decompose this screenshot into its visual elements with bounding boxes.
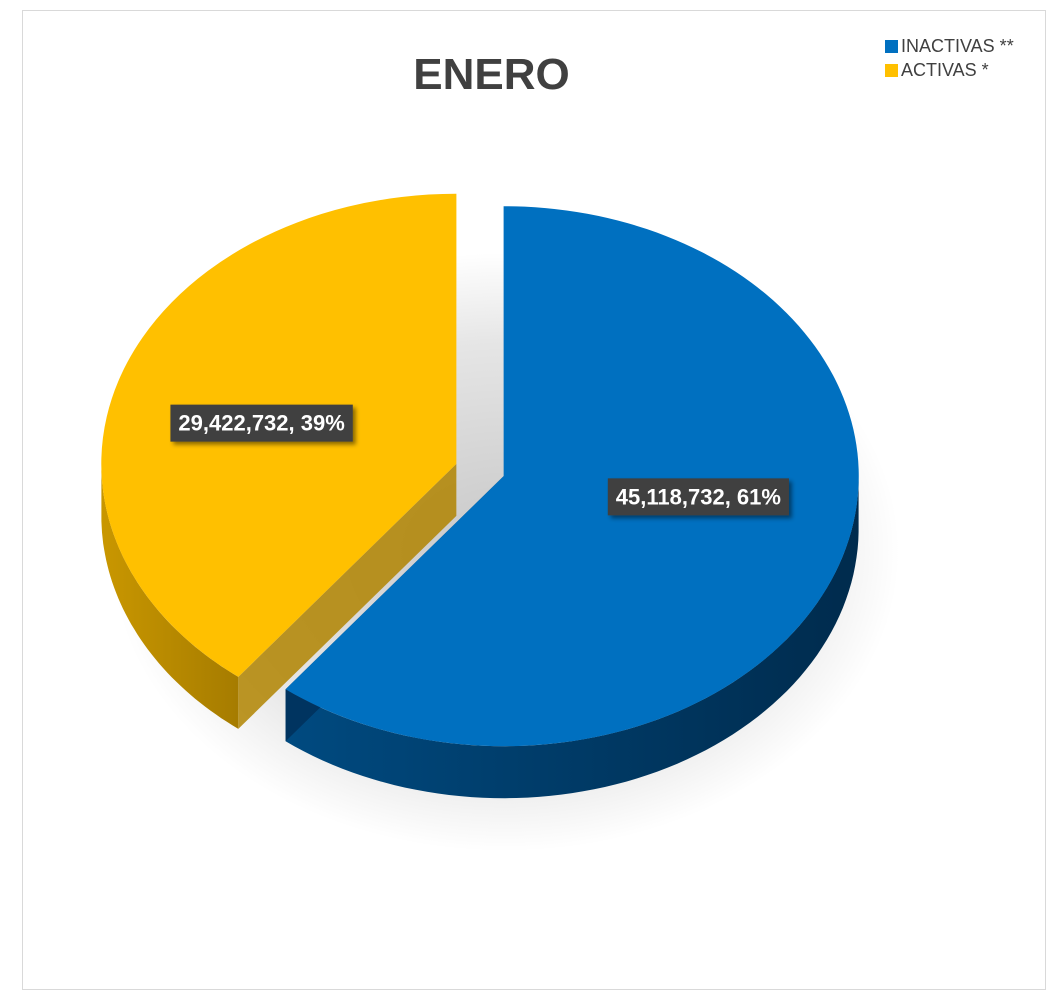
data-label-activas: 29,422,732, 39% [170,404,353,442]
data-label-box-inactivas [607,478,789,516]
data-label-inactivas: 45,118,732, 61% [607,478,789,516]
legend-item-activas: ACTIVAS * [885,58,1014,82]
legend-swatch-activas [885,63,898,77]
legend-label-inactivas: INACTIVAS ** [901,35,1014,56]
data-label-text-inactivas: 45,118,732, 61% [616,484,781,509]
legend-label-activas: ACTIVAS * [901,59,989,80]
slice-face-activas [238,463,457,729]
pie-labels: 45,118,732, 61% 29,422,732, 39% [170,404,789,516]
chart-legend: INACTIVAS ** ACTIVAS * [885,34,1014,82]
legend-swatch-inactivas [885,39,898,53]
slice-inactivas [285,206,859,747]
chart-title: ENERO [413,50,570,99]
slice-side-inactivas [285,479,859,799]
data-label-box-activas [170,404,353,442]
slice-side-activas [101,463,239,729]
legend-item-inactivas: INACTIVAS ** [885,34,1014,58]
data-label-text-activas: 29,422,732, 39% [178,411,344,436]
